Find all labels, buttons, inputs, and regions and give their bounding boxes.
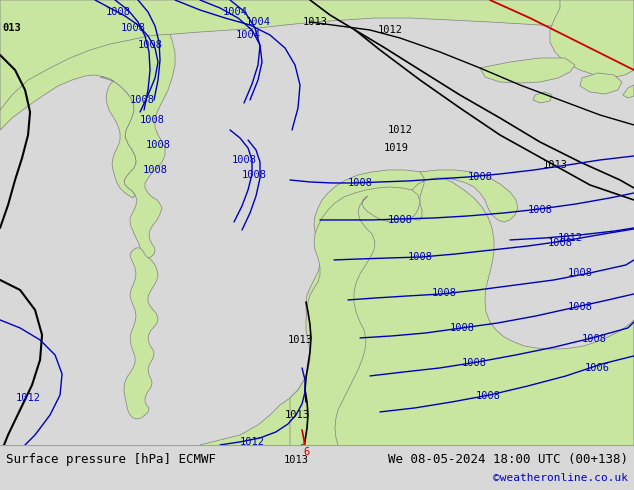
Text: 1008: 1008	[242, 170, 266, 180]
Text: 1008: 1008	[146, 140, 171, 150]
Text: 1004: 1004	[223, 7, 247, 17]
Polygon shape	[533, 92, 552, 103]
Text: 1008: 1008	[138, 40, 162, 50]
Text: 1004: 1004	[235, 30, 261, 40]
Text: 6: 6	[303, 447, 309, 457]
Text: 1008: 1008	[567, 302, 592, 312]
Polygon shape	[480, 58, 575, 83]
Text: 1008: 1008	[527, 205, 552, 215]
Text: 1008: 1008	[139, 115, 165, 125]
Text: 1008: 1008	[387, 215, 413, 225]
Text: 1008: 1008	[143, 165, 167, 175]
Text: 1004: 1004	[245, 17, 271, 27]
Text: 1019: 1019	[384, 143, 408, 153]
Polygon shape	[623, 85, 634, 98]
Polygon shape	[0, 0, 175, 258]
Text: 1008: 1008	[231, 155, 257, 165]
Text: 1008: 1008	[581, 334, 607, 344]
Text: 1008: 1008	[120, 23, 146, 33]
Text: 1012: 1012	[377, 25, 403, 35]
Polygon shape	[580, 73, 622, 94]
Polygon shape	[124, 248, 158, 419]
Text: 1008: 1008	[547, 238, 573, 248]
Text: 1013: 1013	[285, 410, 309, 420]
Text: 1008: 1008	[105, 7, 131, 17]
Text: 1006: 1006	[585, 363, 609, 373]
Text: ©weatheronline.co.uk: ©weatheronline.co.uk	[493, 473, 628, 483]
Text: 1008: 1008	[467, 172, 493, 182]
Text: 1013: 1013	[287, 335, 313, 345]
Text: 1008: 1008	[476, 391, 500, 401]
Polygon shape	[290, 187, 420, 490]
Text: 1008: 1008	[462, 358, 486, 368]
Text: 1013: 1013	[283, 455, 309, 465]
Text: 1012: 1012	[16, 393, 41, 403]
Polygon shape	[0, 0, 634, 110]
Text: 1008: 1008	[432, 288, 456, 298]
Text: 1008: 1008	[450, 323, 474, 333]
Text: 1012: 1012	[557, 233, 583, 243]
Text: Surface pressure [hPa] ECMWF: Surface pressure [hPa] ECMWF	[6, 453, 216, 466]
Text: 1013: 1013	[543, 160, 567, 170]
Polygon shape	[100, 77, 136, 198]
Polygon shape	[550, 0, 634, 78]
Text: 1008: 1008	[408, 252, 432, 262]
Text: 1008: 1008	[567, 268, 592, 278]
Text: 013: 013	[3, 23, 22, 33]
Text: 1012: 1012	[387, 125, 413, 135]
Text: 1013: 1013	[302, 17, 328, 27]
Text: 1008: 1008	[129, 95, 155, 105]
Polygon shape	[200, 170, 634, 490]
Polygon shape	[406, 170, 518, 222]
Text: 1008: 1008	[347, 178, 373, 188]
Text: We 08-05-2024 18:00 UTC (00+138): We 08-05-2024 18:00 UTC (00+138)	[388, 453, 628, 466]
Text: 1012: 1012	[240, 437, 264, 447]
